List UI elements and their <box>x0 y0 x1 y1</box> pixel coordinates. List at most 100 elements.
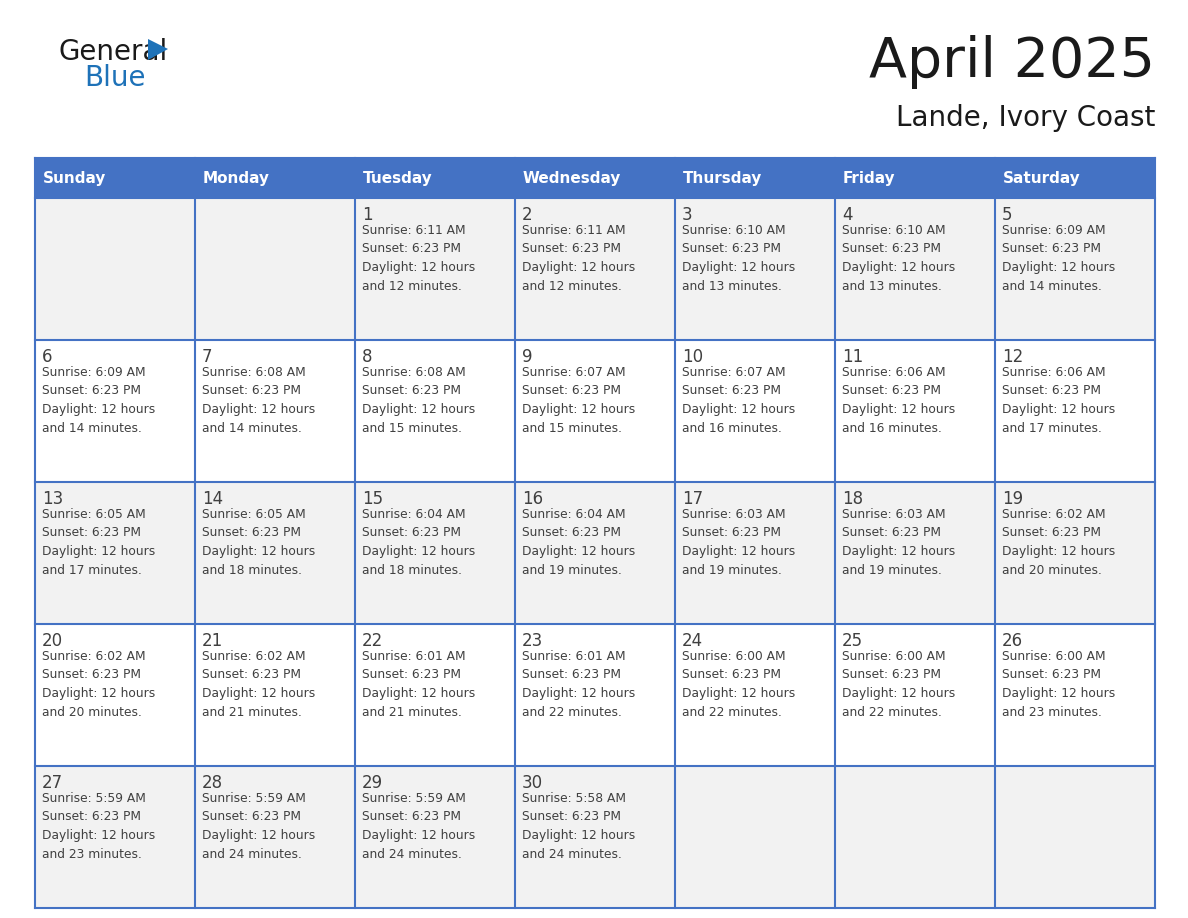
Bar <box>675 340 835 482</box>
Bar <box>996 624 1155 766</box>
Bar <box>195 340 355 482</box>
Text: 11: 11 <box>842 348 864 366</box>
Bar <box>516 624 675 766</box>
Text: Sunrise: 6:07 AM
Sunset: 6:23 PM
Daylight: 12 hours
and 15 minutes.: Sunrise: 6:07 AM Sunset: 6:23 PM Dayligh… <box>522 366 636 434</box>
Text: Sunday: Sunday <box>43 171 107 185</box>
Text: 4: 4 <box>842 206 853 224</box>
Text: Friday: Friday <box>843 171 896 185</box>
Bar <box>516 158 675 198</box>
Bar <box>516 482 675 624</box>
Bar <box>516 340 675 482</box>
Bar <box>355 482 516 624</box>
Text: 9: 9 <box>522 348 532 366</box>
Text: 17: 17 <box>682 490 703 508</box>
Text: Sunrise: 6:10 AM
Sunset: 6:23 PM
Daylight: 12 hours
and 13 minutes.: Sunrise: 6:10 AM Sunset: 6:23 PM Dayligh… <box>842 224 955 293</box>
Bar <box>195 624 355 766</box>
Bar <box>195 482 355 624</box>
Text: 7: 7 <box>202 348 213 366</box>
Text: 26: 26 <box>1001 632 1023 650</box>
Text: 25: 25 <box>842 632 864 650</box>
Text: Sunrise: 5:59 AM
Sunset: 6:23 PM
Daylight: 12 hours
and 24 minutes.: Sunrise: 5:59 AM Sunset: 6:23 PM Dayligh… <box>362 792 475 860</box>
Bar <box>355 158 516 198</box>
Text: Sunrise: 6:02 AM
Sunset: 6:23 PM
Daylight: 12 hours
and 20 minutes.: Sunrise: 6:02 AM Sunset: 6:23 PM Dayligh… <box>1001 508 1116 577</box>
Bar <box>835 624 996 766</box>
Text: Sunrise: 6:03 AM
Sunset: 6:23 PM
Daylight: 12 hours
and 19 minutes.: Sunrise: 6:03 AM Sunset: 6:23 PM Dayligh… <box>682 508 795 577</box>
Text: Sunrise: 6:00 AM
Sunset: 6:23 PM
Daylight: 12 hours
and 22 minutes.: Sunrise: 6:00 AM Sunset: 6:23 PM Dayligh… <box>682 650 795 719</box>
Text: Sunrise: 6:11 AM
Sunset: 6:23 PM
Daylight: 12 hours
and 12 minutes.: Sunrise: 6:11 AM Sunset: 6:23 PM Dayligh… <box>522 224 636 293</box>
Text: Sunrise: 6:06 AM
Sunset: 6:23 PM
Daylight: 12 hours
and 17 minutes.: Sunrise: 6:06 AM Sunset: 6:23 PM Dayligh… <box>1001 366 1116 434</box>
Text: Sunrise: 6:09 AM
Sunset: 6:23 PM
Daylight: 12 hours
and 14 minutes.: Sunrise: 6:09 AM Sunset: 6:23 PM Dayligh… <box>42 366 156 434</box>
Bar <box>675 198 835 340</box>
Bar <box>675 624 835 766</box>
Text: Sunrise: 6:03 AM
Sunset: 6:23 PM
Daylight: 12 hours
and 19 minutes.: Sunrise: 6:03 AM Sunset: 6:23 PM Dayligh… <box>842 508 955 577</box>
Text: Sunrise: 6:04 AM
Sunset: 6:23 PM
Daylight: 12 hours
and 19 minutes.: Sunrise: 6:04 AM Sunset: 6:23 PM Dayligh… <box>522 508 636 577</box>
Polygon shape <box>148 39 168 60</box>
Text: General: General <box>58 38 168 66</box>
Text: 3: 3 <box>682 206 693 224</box>
Text: Sunrise: 6:05 AM
Sunset: 6:23 PM
Daylight: 12 hours
and 18 minutes.: Sunrise: 6:05 AM Sunset: 6:23 PM Dayligh… <box>202 508 315 577</box>
Text: 20: 20 <box>42 632 63 650</box>
Text: Saturday: Saturday <box>1003 171 1081 185</box>
Bar <box>675 158 835 198</box>
Bar <box>355 340 516 482</box>
Text: Sunrise: 6:01 AM
Sunset: 6:23 PM
Daylight: 12 hours
and 22 minutes.: Sunrise: 6:01 AM Sunset: 6:23 PM Dayligh… <box>522 650 636 719</box>
Text: Sunrise: 5:59 AM
Sunset: 6:23 PM
Daylight: 12 hours
and 23 minutes.: Sunrise: 5:59 AM Sunset: 6:23 PM Dayligh… <box>42 792 156 860</box>
Bar <box>516 198 675 340</box>
Text: 5: 5 <box>1001 206 1012 224</box>
Bar <box>195 158 355 198</box>
Text: Sunrise: 6:01 AM
Sunset: 6:23 PM
Daylight: 12 hours
and 21 minutes.: Sunrise: 6:01 AM Sunset: 6:23 PM Dayligh… <box>362 650 475 719</box>
Text: Thursday: Thursday <box>683 171 763 185</box>
Text: Sunrise: 6:07 AM
Sunset: 6:23 PM
Daylight: 12 hours
and 16 minutes.: Sunrise: 6:07 AM Sunset: 6:23 PM Dayligh… <box>682 366 795 434</box>
Bar <box>835 158 996 198</box>
Text: April 2025: April 2025 <box>868 35 1155 89</box>
Text: Sunrise: 6:11 AM
Sunset: 6:23 PM
Daylight: 12 hours
and 12 minutes.: Sunrise: 6:11 AM Sunset: 6:23 PM Dayligh… <box>362 224 475 293</box>
Bar <box>835 482 996 624</box>
Bar <box>355 766 516 908</box>
Text: 22: 22 <box>362 632 384 650</box>
Text: Wednesday: Wednesday <box>523 171 621 185</box>
Text: Tuesday: Tuesday <box>364 171 432 185</box>
Bar <box>996 158 1155 198</box>
Bar <box>34 766 195 908</box>
Text: Sunrise: 5:59 AM
Sunset: 6:23 PM
Daylight: 12 hours
and 24 minutes.: Sunrise: 5:59 AM Sunset: 6:23 PM Dayligh… <box>202 792 315 860</box>
Text: Sunrise: 6:02 AM
Sunset: 6:23 PM
Daylight: 12 hours
and 21 minutes.: Sunrise: 6:02 AM Sunset: 6:23 PM Dayligh… <box>202 650 315 719</box>
Bar <box>355 198 516 340</box>
Text: 8: 8 <box>362 348 373 366</box>
Text: Sunrise: 6:04 AM
Sunset: 6:23 PM
Daylight: 12 hours
and 18 minutes.: Sunrise: 6:04 AM Sunset: 6:23 PM Dayligh… <box>362 508 475 577</box>
Text: Sunrise: 6:10 AM
Sunset: 6:23 PM
Daylight: 12 hours
and 13 minutes.: Sunrise: 6:10 AM Sunset: 6:23 PM Dayligh… <box>682 224 795 293</box>
Text: Sunrise: 6:08 AM
Sunset: 6:23 PM
Daylight: 12 hours
and 14 minutes.: Sunrise: 6:08 AM Sunset: 6:23 PM Dayligh… <box>202 366 315 434</box>
Text: 1: 1 <box>362 206 373 224</box>
Bar <box>996 340 1155 482</box>
Text: 16: 16 <box>522 490 543 508</box>
Text: 29: 29 <box>362 774 383 792</box>
Text: 27: 27 <box>42 774 63 792</box>
Text: 28: 28 <box>202 774 223 792</box>
Text: Sunrise: 6:00 AM
Sunset: 6:23 PM
Daylight: 12 hours
and 23 minutes.: Sunrise: 6:00 AM Sunset: 6:23 PM Dayligh… <box>1001 650 1116 719</box>
Text: Sunrise: 6:06 AM
Sunset: 6:23 PM
Daylight: 12 hours
and 16 minutes.: Sunrise: 6:06 AM Sunset: 6:23 PM Dayligh… <box>842 366 955 434</box>
Text: 12: 12 <box>1001 348 1023 366</box>
Bar <box>675 766 835 908</box>
Text: Monday: Monday <box>203 171 270 185</box>
Text: 14: 14 <box>202 490 223 508</box>
Text: Sunrise: 5:58 AM
Sunset: 6:23 PM
Daylight: 12 hours
and 24 minutes.: Sunrise: 5:58 AM Sunset: 6:23 PM Dayligh… <box>522 792 636 860</box>
Text: 13: 13 <box>42 490 63 508</box>
Text: 2: 2 <box>522 206 532 224</box>
Bar <box>996 482 1155 624</box>
Bar <box>835 766 996 908</box>
Bar <box>34 198 195 340</box>
Bar <box>355 624 516 766</box>
Bar <box>34 482 195 624</box>
Bar <box>835 198 996 340</box>
Text: 19: 19 <box>1001 490 1023 508</box>
Text: Blue: Blue <box>84 64 145 92</box>
Bar <box>195 198 355 340</box>
Bar <box>34 624 195 766</box>
Text: Sunrise: 6:05 AM
Sunset: 6:23 PM
Daylight: 12 hours
and 17 minutes.: Sunrise: 6:05 AM Sunset: 6:23 PM Dayligh… <box>42 508 156 577</box>
Text: Sunrise: 6:00 AM
Sunset: 6:23 PM
Daylight: 12 hours
and 22 minutes.: Sunrise: 6:00 AM Sunset: 6:23 PM Dayligh… <box>842 650 955 719</box>
Bar <box>516 766 675 908</box>
Bar <box>34 340 195 482</box>
Bar <box>195 766 355 908</box>
Text: 24: 24 <box>682 632 703 650</box>
Text: 30: 30 <box>522 774 543 792</box>
Text: 6: 6 <box>42 348 52 366</box>
